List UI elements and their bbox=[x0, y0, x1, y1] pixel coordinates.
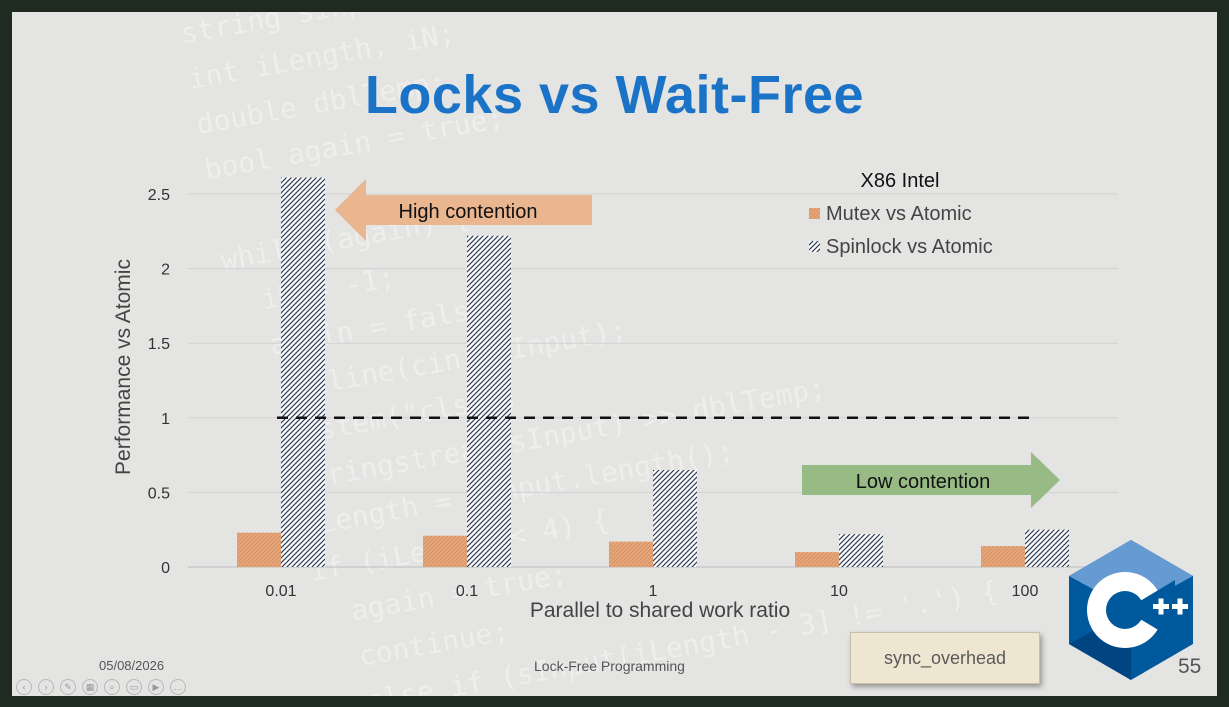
high-contention-arrow: High contention bbox=[335, 179, 592, 241]
next-slide-icon[interactable]: › bbox=[38, 679, 54, 695]
page-number: 55 bbox=[1178, 655, 1202, 678]
bar-mutex bbox=[237, 532, 281, 567]
slide-title: Locks vs Wait-Free bbox=[364, 65, 865, 125]
legend-label-spinlock: Spinlock vs Atomic bbox=[826, 236, 993, 258]
bar-chart: 0 0.5 1 1.5 2 2.5 0.01 0.1 1 10 100 Parallel to s… bbox=[112, 170, 1118, 622]
high-contention-label: High contention bbox=[399, 201, 538, 223]
bar-mutex bbox=[795, 552, 839, 567]
bar-spinlock bbox=[839, 534, 883, 567]
x-tick-label: 0.01 bbox=[265, 583, 296, 600]
presentation-toolbar: ‹ › ✎ ▦ ⌕ ▭ ▶ … bbox=[16, 679, 186, 695]
legend: X86 Intel Mutex vs Atomic Spinlock vs At… bbox=[809, 170, 993, 258]
x-axis-title: Parallel to shared work ratio bbox=[530, 599, 790, 622]
cpp-logo-icon bbox=[1069, 540, 1193, 680]
y-tick-label: 0 bbox=[161, 560, 170, 577]
legend-swatch-spinlock bbox=[809, 241, 820, 252]
subtitles-icon[interactable]: ▭ bbox=[126, 679, 142, 695]
bar-spinlock bbox=[1025, 529, 1069, 567]
bar-spinlock bbox=[467, 235, 511, 567]
prev-slide-icon[interactable]: ‹ bbox=[16, 679, 32, 695]
bars bbox=[237, 177, 1069, 567]
footer-date: 05/08/2026 bbox=[99, 658, 165, 673]
low-contention-arrow: Low contention bbox=[802, 452, 1060, 508]
y-axis-title: Performance vs Atomic bbox=[112, 259, 135, 475]
low-contention-label: Low contention bbox=[856, 471, 991, 493]
x-tick-label: 100 bbox=[1012, 583, 1039, 600]
y-tick-labels: 0 0.5 1 1.5 2 2.5 bbox=[148, 187, 170, 577]
y-tick-label: 0.5 bbox=[148, 485, 170, 502]
y-tick-label: 2 bbox=[161, 262, 170, 279]
x-tick-label: 10 bbox=[830, 583, 848, 600]
y-tick-label: 1 bbox=[161, 411, 170, 428]
x-tick-label: 0.1 bbox=[456, 583, 478, 600]
footer-title: Lock-Free Programming bbox=[534, 658, 685, 674]
camera-icon[interactable]: ▶ bbox=[148, 679, 164, 695]
slides-grid-icon[interactable]: ▦ bbox=[82, 679, 98, 695]
bar-mutex bbox=[981, 546, 1025, 567]
x-tick-label: 1 bbox=[649, 583, 658, 600]
legend-swatch-mutex bbox=[809, 208, 820, 219]
y-tick-label: 2.5 bbox=[148, 187, 170, 204]
bar-spinlock bbox=[653, 470, 697, 567]
bar-spinlock bbox=[281, 177, 325, 567]
y-tick-label: 1.5 bbox=[148, 336, 170, 353]
legend-title: X86 Intel bbox=[861, 170, 940, 192]
pen-icon[interactable]: ✎ bbox=[60, 679, 76, 695]
bar-mutex bbox=[423, 535, 467, 567]
zoom-icon[interactable]: ⌕ bbox=[104, 679, 120, 695]
x-tick-labels: 0.01 0.1 1 10 100 bbox=[265, 583, 1038, 600]
bar-mutex bbox=[609, 541, 653, 567]
sync-overhead-tag: sync_overhead bbox=[850, 632, 1040, 684]
legend-label-mutex: Mutex vs Atomic bbox=[826, 203, 972, 225]
slide: string sInput; int iLength, iN; double d… bbox=[12, 12, 1217, 696]
more-options-icon[interactable]: … bbox=[170, 679, 186, 695]
